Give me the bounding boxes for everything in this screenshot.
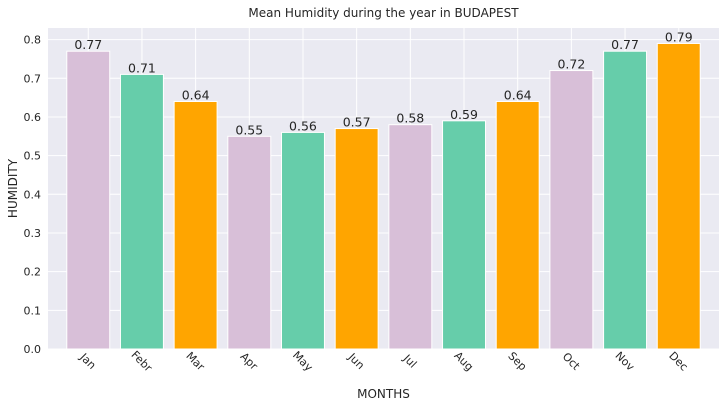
bar-mar: [173, 100, 218, 350]
bar-jul: [388, 124, 433, 350]
y-tick-label: 0.0: [24, 343, 42, 356]
bar-jun: [334, 128, 379, 350]
bar-dec: [656, 42, 701, 350]
x-tick-label: Dec: [666, 349, 690, 373]
bar-value-label: 0.79: [665, 29, 693, 44]
x-axis-title: MONTHS: [357, 387, 410, 401]
x-tick-label: Oct: [560, 350, 583, 373]
bar-oct: [549, 70, 594, 350]
bar-value-label: 0.77: [74, 37, 102, 52]
x-tick-label: Sep: [505, 349, 529, 373]
y-tick-label: 0.5: [24, 150, 42, 163]
y-axis-ticks: 0.0 0.1 0.2 0.3 0.4 0.5 0.6 0.7 0.8: [24, 34, 42, 356]
bar-value-label: 0.77: [611, 37, 639, 52]
x-tick-label: Mar: [183, 349, 207, 373]
y-tick-label: 0.8: [24, 34, 42, 47]
y-tick-label: 0.2: [24, 266, 42, 279]
bar-apr: [227, 135, 272, 350]
bar-may: [281, 131, 325, 350]
y-tick-label: 0.7: [24, 72, 42, 85]
bar-value-label: 0.59: [450, 107, 478, 122]
y-tick-label: 0.1: [24, 304, 42, 317]
y-tick-label: 0.3: [24, 227, 42, 240]
bar-value-label: 0.71: [128, 60, 156, 75]
chart-title: Mean Humidity during the year in BUDAPES…: [248, 6, 519, 20]
bar-value-labels: 0.77 0.71 0.64 0.55 0.56 0.57 0.58 0.59 0.64 0.72…: [74, 29, 692, 137]
y-tick-label: 0.6: [24, 111, 42, 124]
bar-value-label: 0.56: [289, 118, 317, 133]
bar-value-label: 0.55: [235, 122, 263, 137]
y-axis-title: HUMIDITY: [6, 158, 20, 218]
bar-value-label: 0.64: [182, 87, 210, 102]
x-tick-label: Nov: [613, 349, 638, 374]
bar-value-label: 0.57: [343, 115, 371, 130]
x-tick-label: Apr: [238, 350, 261, 373]
bar-value-label: 0.72: [557, 57, 585, 72]
x-tick-label: Jun: [345, 350, 367, 372]
bars: [66, 42, 701, 350]
y-tick-label: 0.4: [24, 188, 42, 201]
bar-sep: [495, 100, 540, 350]
x-tick-label: Jul: [400, 351, 419, 370]
bar-aug: [442, 120, 486, 350]
bar-jan: [66, 50, 111, 350]
x-axis-ticks: Jan Febr Mar Apr May Jun Jul Aug Sep Oct Nov Dec: [77, 348, 691, 374]
bar-febr: [119, 73, 164, 350]
x-tick-label: May: [290, 349, 316, 375]
bar-value-label: 0.58: [396, 111, 424, 126]
x-tick-label: Aug: [451, 349, 475, 373]
x-tick-label: Jan: [77, 350, 99, 372]
x-tick-label: Febr: [129, 348, 155, 374]
bar-nov: [603, 50, 648, 350]
bar-value-label: 0.64: [504, 87, 532, 102]
